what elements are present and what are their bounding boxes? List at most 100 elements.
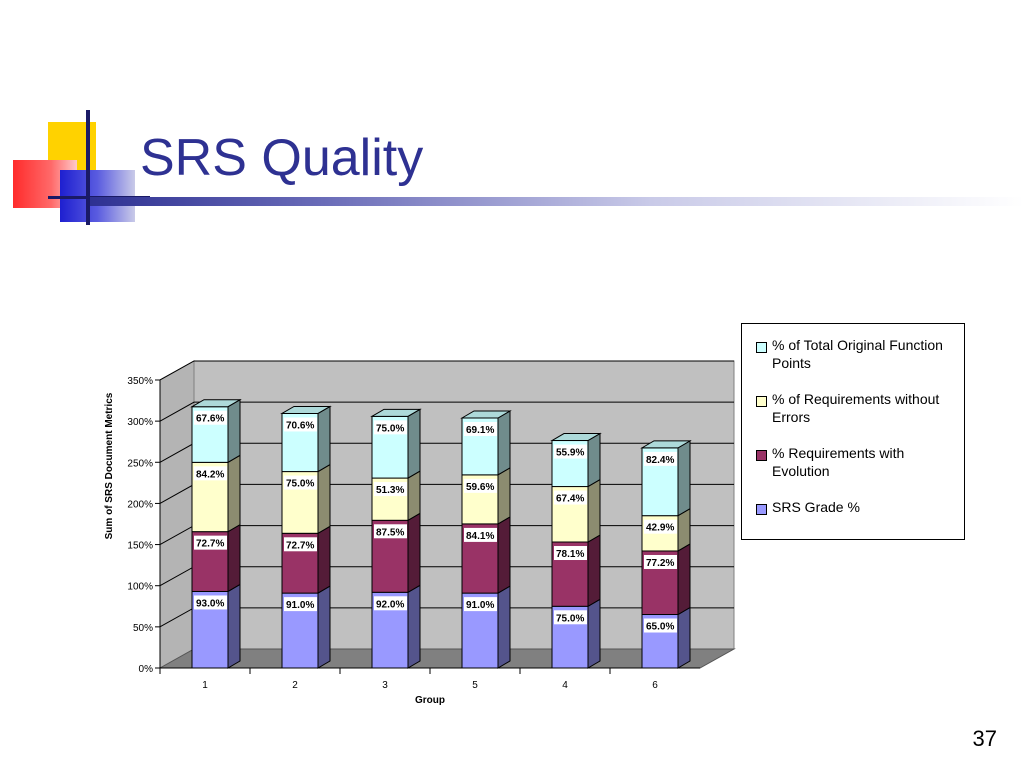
x-tick-label: 3 [382,680,388,691]
legend-label-function-points: % of Total Original Function Points [772,337,943,371]
page-number: 37 [972,726,997,751]
data-label: 67.6% [196,414,224,425]
chart-legend: % of Total Original Function Points % of… [741,323,965,540]
y-tick-label: 200% [127,499,153,510]
data-label: 87.5% [376,527,404,538]
x-tick-label: 1 [202,680,208,691]
data-label-box [374,524,407,539]
bar-segment-side [497,466,511,525]
data-label: 91.0% [286,600,314,611]
chart-side-wall [159,360,195,669]
data-label-box [374,420,407,435]
legend-label-without-errors: % of Requirements without Errors [772,391,940,425]
data-label-box [284,537,317,552]
data-label: 70.6% [286,420,314,431]
x-tick-label: 6 [652,680,658,691]
bar-segment-side [227,454,241,533]
legend-swatch-without-errors [756,396,767,407]
bar-segment-side [587,478,601,543]
legend-label-evolution: % Requirements with Evolution [772,445,905,479]
bar-top-face [280,405,332,414]
data-label-box [554,546,587,561]
data-label-box [554,610,587,625]
data-label: 75.0% [376,423,404,434]
bar-segment-side [677,606,691,669]
data-label: 59.6% [466,482,494,493]
data-label: 67.4% [556,494,584,505]
data-label: 51.3% [376,485,404,496]
y-tick-label: 100% [127,582,153,593]
legend-swatch-evolution [756,450,767,461]
bar-segment-side [407,470,421,522]
bar-segment-side [587,432,601,488]
data-label: 91.0% [466,600,494,611]
data-label-box [284,597,317,612]
data-label-box [374,482,407,497]
data-label: 65.0% [646,622,674,633]
data-label: 93.0% [196,598,224,609]
x-tick-label: 2 [292,680,298,691]
y-tick-label: 0% [139,664,154,675]
data-label-box [284,417,317,432]
gridline [159,401,734,422]
legend-swatch-srs-grade [756,504,767,515]
data-label-box [464,478,497,493]
data-label: 72.7% [196,539,224,550]
bar-segment-side [227,583,241,669]
slide-logo-decoration [13,110,150,225]
data-label-box [644,519,677,534]
data-label-box [644,554,677,569]
data-label-box [464,527,497,542]
y-tick-label: 250% [127,458,153,469]
title-underline [90,197,1024,206]
data-label-box [554,490,587,505]
legend-item-function-points: % of Total Original Function Points [756,336,958,372]
bar-segment-side [407,512,421,594]
bar-top-face [370,408,422,417]
bar-top-face [190,399,242,408]
gridline [159,360,734,381]
data-label-box [464,422,497,437]
data-label: 42.9% [646,523,674,534]
data-label: 75.0% [556,613,584,624]
bar-segment-side [497,516,511,594]
bar-top-face [640,440,692,449]
data-label: 55.9% [556,448,584,459]
data-label-box [374,596,407,611]
data-label-box [194,466,227,481]
data-label-box [194,410,227,425]
x-tick-label: 4 [562,680,568,691]
bar-segment-side [677,440,691,517]
data-label-box [194,595,227,610]
data-label: 84.2% [196,469,224,480]
legend-item-without-errors: % of Requirements without Errors [756,390,958,426]
bar-top-face [460,410,512,419]
bar-segment-side [317,463,331,535]
bar-segment-side [677,543,691,616]
bar-segment-side [317,585,331,669]
bar-top-face [550,433,602,442]
bar-segment-side [497,585,511,669]
slide-title: SRS Quality [140,129,424,187]
bar-segment-side [227,523,241,593]
y-tick-label: 300% [127,417,153,428]
bar-segment-side [407,584,421,669]
data-label: 72.7% [286,540,314,551]
data-label-box [194,535,227,550]
data-label-box [464,597,497,612]
bar-segment-side [317,405,331,473]
bar-segment-side [497,410,511,476]
stacked-bar-chart: 0% 50% 100% 150% 200% 250% 300% 350% 93.0% 72.7% 8… [104,360,736,706]
data-label: 84.1% [466,531,494,542]
data-label: 92.0% [376,599,404,610]
y-tick-label: 150% [127,541,153,552]
data-label: 75.0% [286,479,314,490]
legend-swatch-function-points [756,342,767,353]
bar-segment-side [587,534,601,608]
y-tick-label: 350% [127,376,153,387]
data-label-box [644,451,677,466]
data-label-box [644,618,677,633]
x-tick-label: 5 [472,680,478,691]
legend-item-srs-grade: SRS Grade % [756,498,958,516]
legend-label-srs-grade: SRS Grade % [772,499,860,515]
